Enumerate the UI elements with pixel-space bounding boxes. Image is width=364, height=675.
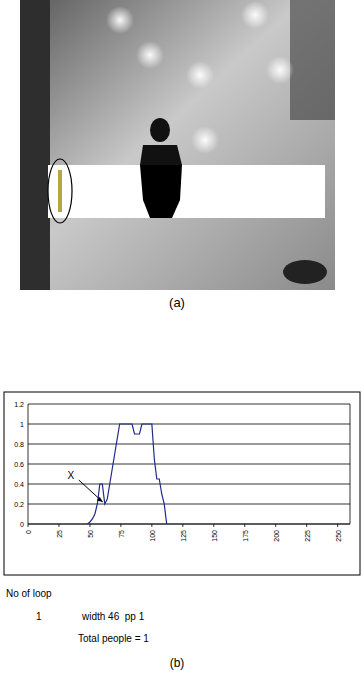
plot-area (87, 424, 166, 524)
total-people: Total people = 1 (78, 633, 149, 644)
annotation: X (67, 470, 74, 481)
figure: (a) 0 0.2 0.4 0.6 0.8 1 1.2 0 25 50 75 100 125 150 175 2… (0, 0, 364, 675)
plot-edge (350, 404, 351, 524)
panel-label: (b) (170, 656, 185, 670)
x-tick (182, 524, 183, 527)
x-tick-label: 50 (87, 530, 94, 538)
grid-line (28, 424, 350, 425)
light (136, 41, 164, 69)
photo-background (20, 0, 335, 290)
person-in-band (140, 165, 182, 218)
annotation-arrowhead (97, 497, 103, 502)
photo (20, 0, 335, 290)
grid-line (28, 504, 350, 505)
y-tick-label: 0.8 (14, 441, 24, 448)
grid-line (28, 464, 350, 465)
person-body (140, 145, 182, 218)
person-head (150, 118, 170, 142)
grid-line (28, 444, 350, 445)
x-tick (120, 524, 121, 527)
y-tick-label: 0.4 (14, 481, 24, 488)
x-tick (306, 524, 307, 527)
annotation-background (66, 470, 77, 481)
x-tick-label: 75 (118, 530, 125, 538)
x-tick-label: 200 (273, 530, 280, 542)
x-tick-label: 25 (56, 530, 63, 538)
info-heading: No of loop (6, 588, 52, 599)
chart-frame (4, 392, 360, 575)
x-tick (244, 524, 245, 527)
x-tick-label: 175 (242, 530, 249, 542)
light (186, 61, 214, 89)
wall-strip (20, 0, 50, 290)
data-line (87, 424, 166, 524)
light (266, 56, 294, 84)
light (106, 6, 134, 34)
loop-ellipse (48, 159, 72, 223)
x-tick (213, 524, 214, 527)
x-tick (151, 524, 152, 527)
loop-line (58, 170, 62, 212)
head-shadow (283, 260, 327, 284)
loop-number: 1 (36, 611, 42, 622)
x-tick-label: 0 (25, 530, 32, 534)
annotation-arrow (79, 480, 103, 502)
x-tick (337, 524, 338, 527)
y-tick-label: 1.2 (14, 401, 24, 408)
loop-details: width 46 pp 1 (81, 611, 145, 622)
y-tick-label: 0 (20, 521, 24, 528)
x-tick-label: 225 (304, 530, 311, 542)
grid-line (28, 484, 350, 485)
light (241, 1, 269, 29)
y-tick-label: 1 (20, 421, 24, 428)
grid-line (28, 524, 350, 525)
y-axis (28, 404, 29, 524)
y-tick-label: 0.2 (14, 501, 24, 508)
panel-label: (a) (169, 295, 185, 310)
x-tick (28, 524, 29, 527)
detection-band (48, 165, 325, 218)
x-tick (89, 524, 90, 527)
x-axis (28, 524, 350, 525)
x-tick-label: 150 (211, 530, 218, 542)
x-tick (58, 524, 59, 527)
light (191, 126, 219, 154)
x-tick (275, 524, 276, 527)
grid-line (28, 404, 350, 405)
y-tick-label: 0.6 (14, 461, 24, 468)
x-tick-label: 125 (180, 530, 187, 542)
x-tick-label: 100 (149, 530, 156, 542)
shadow (290, 0, 335, 120)
x-tick-label: 250 (335, 530, 342, 542)
